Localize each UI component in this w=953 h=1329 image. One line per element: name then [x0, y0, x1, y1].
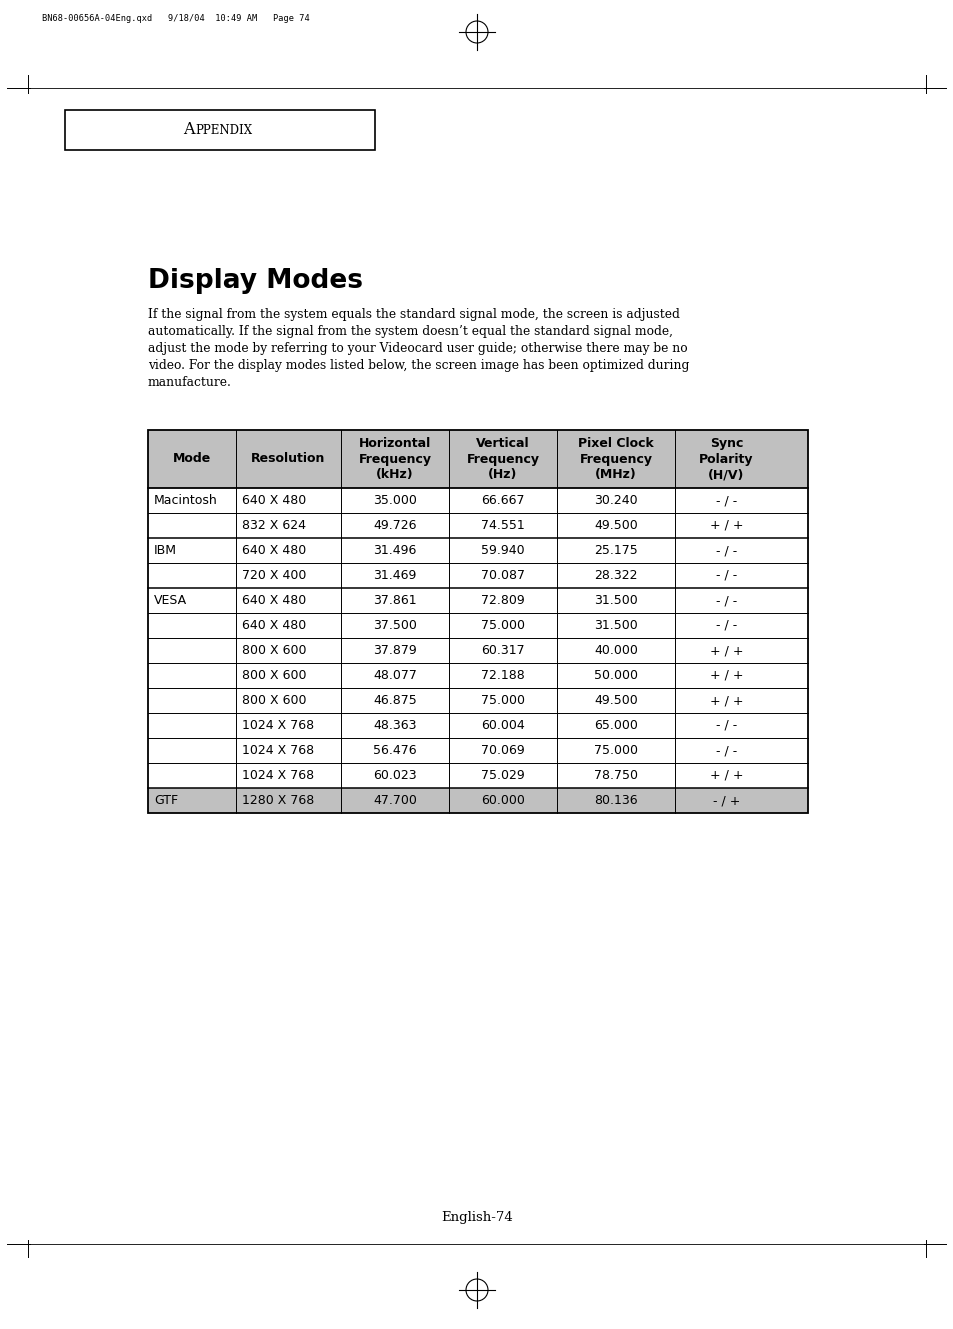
- Text: automatically. If the signal from the system doesn’t equal the standard signal m: automatically. If the signal from the sy…: [148, 326, 672, 338]
- Text: 75.000: 75.000: [594, 744, 638, 758]
- Text: 59.940: 59.940: [480, 544, 524, 557]
- Text: 37.861: 37.861: [373, 594, 416, 607]
- Text: 70.087: 70.087: [480, 569, 524, 582]
- Text: 31.469: 31.469: [373, 569, 416, 582]
- Text: 72.809: 72.809: [480, 594, 524, 607]
- Text: 800 X 600: 800 X 600: [242, 645, 306, 657]
- Text: Resolution: Resolution: [251, 452, 325, 465]
- Text: 800 X 600: 800 X 600: [242, 694, 306, 707]
- Text: 46.875: 46.875: [373, 694, 416, 707]
- Text: 49.500: 49.500: [594, 520, 638, 532]
- Text: 74.551: 74.551: [480, 520, 524, 532]
- Text: VESA: VESA: [153, 594, 187, 607]
- Text: - / -: - / -: [715, 744, 737, 758]
- Text: 49.500: 49.500: [594, 694, 638, 707]
- Text: 49.726: 49.726: [373, 520, 416, 532]
- Text: 60.000: 60.000: [480, 793, 524, 807]
- Text: 80.136: 80.136: [594, 793, 638, 807]
- Text: 60.004: 60.004: [480, 719, 524, 732]
- Text: 66.667: 66.667: [480, 494, 524, 506]
- Text: 35.000: 35.000: [373, 494, 416, 506]
- Bar: [148, 431, 807, 488]
- Bar: [148, 431, 807, 813]
- Bar: [65, 110, 375, 150]
- Text: - / -: - / -: [715, 719, 737, 732]
- Text: + / +: + / +: [709, 645, 742, 657]
- Text: Pixel Clock
Frequency
(MHz): Pixel Clock Frequency (MHz): [578, 437, 653, 481]
- Text: PPENDIX: PPENDIX: [194, 125, 252, 137]
- Text: Macintosh: Macintosh: [153, 494, 217, 506]
- Text: 75.029: 75.029: [480, 769, 524, 781]
- Text: Sync
Polarity
(H/V): Sync Polarity (H/V): [699, 437, 753, 481]
- Text: 832 X 624: 832 X 624: [242, 520, 306, 532]
- Text: 28.322: 28.322: [594, 569, 638, 582]
- Text: 75.000: 75.000: [480, 694, 524, 707]
- Text: 60.023: 60.023: [373, 769, 416, 781]
- Text: 78.750: 78.750: [594, 769, 638, 781]
- Text: Mode: Mode: [172, 452, 211, 465]
- Text: Horizontal
Frequency
(kHz): Horizontal Frequency (kHz): [358, 437, 431, 481]
- Text: 640 X 480: 640 X 480: [242, 494, 306, 506]
- Text: manufacture.: manufacture.: [148, 376, 232, 389]
- Text: 720 X 400: 720 X 400: [242, 569, 306, 582]
- Bar: [148, 788, 807, 813]
- Text: If the signal from the system equals the standard signal mode, the screen is adj: If the signal from the system equals the…: [148, 308, 679, 322]
- Text: 72.188: 72.188: [480, 668, 524, 682]
- Text: 47.700: 47.700: [373, 793, 416, 807]
- Text: 48.363: 48.363: [373, 719, 416, 732]
- Text: - / -: - / -: [715, 569, 737, 582]
- Text: 1024 X 768: 1024 X 768: [242, 719, 314, 732]
- Text: - / -: - / -: [715, 594, 737, 607]
- Text: 640 X 480: 640 X 480: [242, 544, 306, 557]
- Text: 50.000: 50.000: [594, 668, 638, 682]
- Text: - / -: - / -: [715, 619, 737, 633]
- Text: Vertical
Frequency
(Hz): Vertical Frequency (Hz): [466, 437, 539, 481]
- Text: GTF: GTF: [153, 793, 178, 807]
- Text: 56.476: 56.476: [373, 744, 416, 758]
- Text: 70.069: 70.069: [480, 744, 524, 758]
- Text: video. For the display modes listed below, the screen image has been optimized d: video. For the display modes listed belo…: [148, 359, 689, 372]
- Text: 65.000: 65.000: [594, 719, 638, 732]
- Text: English-74: English-74: [440, 1212, 513, 1224]
- Text: - / -: - / -: [715, 544, 737, 557]
- Text: + / +: + / +: [709, 668, 742, 682]
- Text: 800 X 600: 800 X 600: [242, 668, 306, 682]
- Text: 48.077: 48.077: [373, 668, 416, 682]
- Text: IBM: IBM: [153, 544, 177, 557]
- Text: 31.500: 31.500: [594, 619, 638, 633]
- Text: 60.317: 60.317: [480, 645, 524, 657]
- Text: + / +: + / +: [709, 694, 742, 707]
- Text: BN68-00656A-04Eng.qxd   9/18/04  10:49 AM   Page 74: BN68-00656A-04Eng.qxd 9/18/04 10:49 AM P…: [42, 15, 310, 23]
- Text: 40.000: 40.000: [594, 645, 638, 657]
- Text: 30.240: 30.240: [594, 494, 638, 506]
- Text: + / +: + / +: [709, 520, 742, 532]
- Text: 31.496: 31.496: [373, 544, 416, 557]
- Text: Display Modes: Display Modes: [148, 268, 363, 294]
- Text: 640 X 480: 640 X 480: [242, 594, 306, 607]
- Text: 640 X 480: 640 X 480: [242, 619, 306, 633]
- Text: 25.175: 25.175: [594, 544, 638, 557]
- Text: 75.000: 75.000: [480, 619, 524, 633]
- Text: + / +: + / +: [709, 769, 742, 781]
- Text: 1024 X 768: 1024 X 768: [242, 744, 314, 758]
- Text: - / +: - / +: [712, 793, 740, 807]
- Text: - / -: - / -: [715, 494, 737, 506]
- Text: 1280 X 768: 1280 X 768: [242, 793, 314, 807]
- Text: 1024 X 768: 1024 X 768: [242, 769, 314, 781]
- Text: 37.500: 37.500: [373, 619, 416, 633]
- Text: A: A: [183, 121, 194, 138]
- Text: adjust the mode by referring to your Videocard user guide; otherwise there may b: adjust the mode by referring to your Vid…: [148, 342, 687, 355]
- Text: 37.879: 37.879: [373, 645, 416, 657]
- Text: 31.500: 31.500: [594, 594, 638, 607]
